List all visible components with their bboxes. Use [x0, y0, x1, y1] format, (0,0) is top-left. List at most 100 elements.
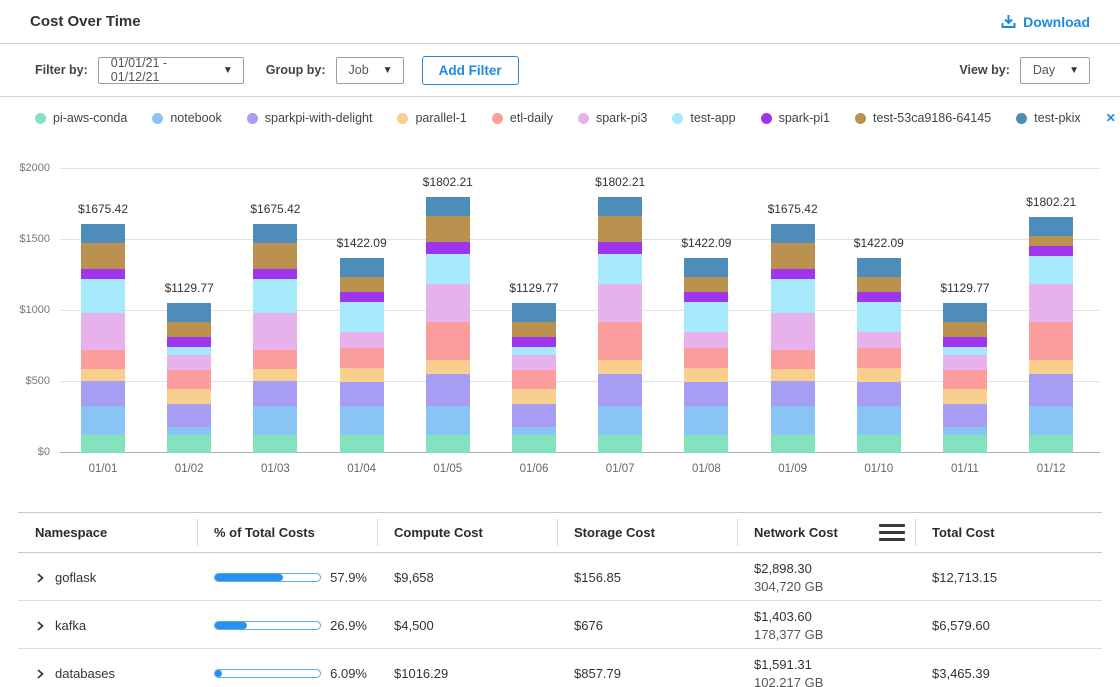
legend-item-notebook[interactable]: notebook [152, 111, 222, 125]
bar-segment-spark-pi1[interactable] [339, 291, 384, 302]
bar-segment-spark-pi1[interactable] [1029, 245, 1074, 257]
bar-segment-pi-aws-conda[interactable] [684, 434, 729, 453]
bar-segment-spark-pi1[interactable] [167, 336, 212, 347]
bar-segment-test-pkix[interactable] [598, 197, 643, 216]
table-row-kafka[interactable]: kafka 26.9% $4,500 $676 $1,403.60 178,377 GB $… [18, 601, 1102, 649]
bar-segment-sparkpi-with-delight[interactable] [253, 380, 298, 407]
bar-segment-pi-aws-conda[interactable] [943, 434, 987, 453]
bar-segment-test-app[interactable] [512, 346, 556, 355]
bar-segment-test-app[interactable] [770, 278, 815, 313]
bar-segment-test-53ca9186-64145[interactable] [425, 215, 470, 242]
stacked-bar-01/04[interactable] [339, 258, 384, 453]
legend-item-spark-pi1[interactable]: spark-pi1 [760, 111, 830, 125]
bar-segment-test-53ca9186-64145[interactable] [1029, 235, 1074, 246]
legend-item-test-app[interactable]: test-app [672, 111, 736, 125]
bar-segment-parallel-1[interactable] [943, 388, 987, 405]
stacked-bar-01/02[interactable] [167, 303, 212, 453]
bar-segment-notebook[interactable] [81, 406, 125, 435]
bar-segment-pi-aws-conda[interactable] [339, 434, 384, 453]
bar-segment-test-pkix[interactable] [167, 303, 212, 322]
bar-segment-test-53ca9186-64145[interactable] [598, 215, 643, 242]
bar-segment-test-pkix[interactable] [684, 258, 729, 277]
bar-segment-parallel-1[interactable] [167, 388, 212, 405]
bar-segment-sparkpi-with-delight[interactable] [339, 382, 384, 407]
bar-segment-test-53ca9186-64145[interactable] [856, 276, 901, 292]
bar-segment-sparkpi-with-delight[interactable] [598, 373, 643, 407]
bar-segment-test-app[interactable] [943, 346, 987, 355]
legend-item-etl-daily[interactable]: etl-daily [491, 111, 553, 125]
bar-segment-test-app[interactable] [339, 301, 384, 332]
bar-segment-spark-pi1[interactable] [425, 241, 470, 254]
date-range-select[interactable]: 01/01/21 - 01/12/21 ▼ [97, 56, 244, 84]
table-row-goflask[interactable]: goflask 57.9% $9,658 $156.85 $2,898.30 304,72… [18, 553, 1102, 601]
bar-segment-etl-daily[interactable] [598, 322, 643, 360]
bar-segment-etl-daily[interactable] [770, 350, 815, 369]
bar-segment-notebook[interactable] [943, 427, 987, 435]
stacked-bar-01/11[interactable] [943, 303, 987, 453]
legend-item-parallel-1[interactable]: parallel-1 [397, 111, 467, 125]
bar-segment-test-pkix[interactable] [339, 258, 384, 277]
bar-segment-test-pkix[interactable] [425, 197, 470, 216]
bar-segment-pi-aws-conda[interactable] [253, 434, 298, 453]
stacked-bar-01/06[interactable] [512, 303, 556, 453]
bar-segment-test-pkix[interactable] [81, 224, 125, 244]
bar-segment-parallel-1[interactable] [339, 368, 384, 383]
bar-segment-test-app[interactable] [425, 253, 470, 284]
legend-item-test-53ca9186-64145[interactable]: test-53ca9186-64145 [854, 111, 991, 125]
bar-segment-etl-daily[interactable] [81, 350, 125, 369]
bar-segment-pi-aws-conda[interactable] [598, 434, 643, 453]
bar-segment-parallel-1[interactable] [253, 368, 298, 381]
stacked-bar-01/05[interactable] [425, 197, 470, 453]
bar-segment-sparkpi-with-delight[interactable] [684, 382, 729, 407]
bar-segment-etl-daily[interactable] [684, 348, 729, 369]
chevron-right-icon[interactable] [35, 620, 45, 631]
legend-item-test-pkix[interactable]: test-pkix [1016, 111, 1081, 125]
bar-segment-spark-pi3[interactable] [943, 354, 987, 370]
bar-segment-test-pkix[interactable] [1029, 216, 1074, 236]
bar-segment-spark-pi1[interactable] [943, 336, 987, 347]
bar-segment-sparkpi-with-delight[interactable] [856, 382, 901, 407]
stacked-bar-01/12[interactable] [1029, 216, 1074, 453]
bar-segment-notebook[interactable] [598, 406, 643, 435]
bar-segment-test-53ca9186-64145[interactable] [770, 243, 815, 270]
bar-segment-sparkpi-with-delight[interactable] [770, 380, 815, 407]
bar-segment-spark-pi3[interactable] [512, 354, 556, 370]
stacked-bar-01/03[interactable] [253, 224, 298, 453]
bar-segment-sparkpi-with-delight[interactable] [167, 404, 212, 428]
bar-segment-spark-pi3[interactable] [339, 331, 384, 349]
bar-segment-spark-pi3[interactable] [598, 283, 643, 323]
bar-segment-spark-pi3[interactable] [684, 331, 729, 349]
bar-segment-parallel-1[interactable] [856, 368, 901, 383]
bar-segment-parallel-1[interactable] [1029, 359, 1074, 374]
bar-segment-parallel-1[interactable] [512, 388, 556, 405]
bar-segment-spark-pi1[interactable] [512, 336, 556, 347]
stacked-bar-01/07[interactable] [598, 197, 643, 453]
bar-segment-spark-pi1[interactable] [598, 241, 643, 254]
bar-segment-notebook[interactable] [425, 406, 470, 435]
bar-segment-etl-daily[interactable] [856, 348, 901, 369]
bar-segment-test-53ca9186-64145[interactable] [253, 243, 298, 270]
bar-segment-etl-daily[interactable] [512, 369, 556, 389]
bar-segment-spark-pi3[interactable] [167, 354, 212, 370]
bar-segment-parallel-1[interactable] [425, 359, 470, 374]
namespace-cell[interactable]: kafka [18, 601, 197, 650]
bar-segment-sparkpi-with-delight[interactable] [425, 373, 470, 407]
bar-segment-test-53ca9186-64145[interactable] [81, 243, 125, 270]
bar-segment-parallel-1[interactable] [770, 368, 815, 381]
bar-segment-etl-daily[interactable] [167, 369, 212, 389]
bar-segment-spark-pi1[interactable] [81, 269, 125, 279]
bar-segment-test-pkix[interactable] [770, 224, 815, 244]
view-by-select[interactable]: Day ▼ [1019, 56, 1090, 84]
menu-icon[interactable] [879, 522, 905, 543]
bar-segment-test-pkix[interactable] [856, 258, 901, 277]
bar-segment-test-app[interactable] [684, 301, 729, 332]
bar-segment-pi-aws-conda[interactable] [81, 434, 125, 453]
stacked-bar-01/10[interactable] [856, 258, 901, 453]
bar-segment-test-app[interactable] [167, 346, 212, 355]
bar-segment-spark-pi3[interactable] [81, 312, 125, 351]
bar-segment-pi-aws-conda[interactable] [856, 434, 901, 453]
bar-segment-test-pkix[interactable] [943, 303, 987, 322]
bar-segment-notebook[interactable] [339, 406, 384, 435]
add-filter-button[interactable]: Add Filter [421, 55, 519, 85]
bar-segment-test-pkix[interactable] [253, 224, 298, 244]
